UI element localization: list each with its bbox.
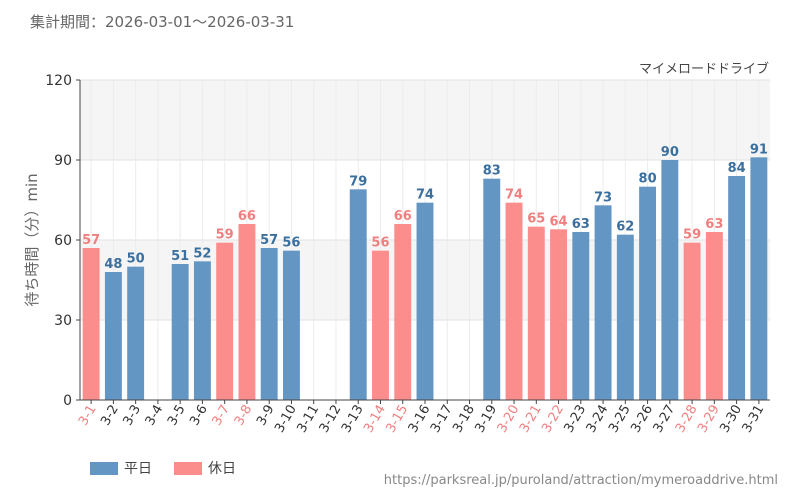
- bar-value-label-3-9: 57: [260, 233, 278, 248]
- bar-value-label-3-3: 50: [127, 252, 145, 267]
- legend-swatch-weekday: [90, 461, 118, 475]
- bar-value-label-3-14: 56: [371, 236, 389, 251]
- bar-value-label-3-6: 52: [193, 246, 211, 261]
- x-tick-label-3-6: 3-6: [187, 403, 211, 429]
- x-tick-label-3-28: 3-28: [673, 403, 701, 436]
- bar-3-3: [127, 266, 145, 400]
- bar-3-9: [260, 248, 278, 400]
- bar-3-27: [661, 160, 679, 400]
- x-tick-label-3-4: 3-4: [143, 403, 167, 429]
- x-tick-label-3-5: 3-5: [165, 403, 189, 429]
- legend-swatch-holiday: [174, 461, 202, 475]
- bar-value-label-3-19: 83: [483, 164, 501, 179]
- y-tick-label: 120: [45, 73, 72, 89]
- x-tick-label-3-12: 3-12: [317, 403, 345, 436]
- legend-label-holiday: 休日: [208, 461, 236, 477]
- bar-3-29: [705, 232, 723, 400]
- x-tick-label-3-15: 3-15: [383, 403, 411, 436]
- x-tick-label-3-23: 3-23: [562, 403, 590, 436]
- source-url: https://parksreal.jp/puroland/attraction…: [383, 473, 778, 488]
- x-tick-label-3-29: 3-29: [695, 403, 723, 436]
- y-tick-label: 60: [54, 233, 72, 249]
- bar-value-label-3-2: 48: [104, 257, 122, 272]
- x-tick-label-3-22: 3-22: [539, 403, 567, 436]
- bar-value-label-3-31: 91: [750, 142, 768, 157]
- bar-value-label-3-27: 90: [661, 145, 679, 160]
- x-tick-label-3-13: 3-13: [339, 403, 367, 436]
- legend-label-weekday: 平日: [124, 461, 152, 477]
- bar-value-label-3-30: 84: [728, 161, 746, 176]
- bar-value-label-3-20: 74: [505, 188, 523, 203]
- bar-3-5: [171, 264, 189, 400]
- x-tick-label-3-21: 3-21: [517, 403, 545, 436]
- legend: 平日 休日: [90, 458, 236, 478]
- bar-3-20: [505, 202, 523, 400]
- bar-value-label-3-8: 66: [238, 209, 256, 224]
- y-tick-label: 0: [63, 393, 72, 409]
- x-tick-label-3-2: 3-2: [98, 403, 122, 429]
- y-tick-label: 90: [54, 153, 72, 169]
- bar-value-label-3-5: 51: [171, 249, 189, 264]
- bar-3-8: [238, 224, 256, 400]
- bar-value-label-3-28: 59: [683, 228, 701, 243]
- bar-3-6: [193, 261, 211, 400]
- bar-3-10: [282, 250, 300, 400]
- y-axis-label: 待ち時間（分）min: [23, 173, 41, 306]
- bar-3-22: [550, 229, 568, 400]
- bar-value-label-3-22: 64: [550, 214, 568, 229]
- bar-3-31: [750, 157, 768, 400]
- x-tick-label-3-16: 3-16: [406, 403, 434, 436]
- bar-value-label-3-23: 63: [572, 217, 590, 232]
- x-tick-label-3-25: 3-25: [606, 403, 634, 436]
- bar-value-label-3-13: 79: [349, 174, 367, 189]
- x-tick-label-3-17: 3-17: [428, 403, 456, 436]
- bar-3-21: [527, 226, 545, 400]
- bar-3-30: [728, 176, 746, 400]
- x-tick-label-3-11: 3-11: [294, 403, 322, 436]
- period-label: 集計期間：2026-03-01～2026-03-31: [30, 13, 295, 31]
- bar-3-16: [416, 202, 434, 400]
- bar-value-label-3-21: 65: [527, 212, 545, 227]
- legend-item-weekday: 平日: [90, 458, 152, 478]
- x-tick-label-3-3: 3-3: [121, 403, 145, 429]
- bar-value-label-3-7: 59: [216, 228, 234, 243]
- bar-3-25: [616, 234, 634, 400]
- bar-3-1: [82, 248, 100, 400]
- bar-value-label-3-24: 73: [594, 190, 612, 205]
- x-tick-label-3-27: 3-27: [651, 403, 679, 436]
- bar-3-14: [372, 250, 389, 400]
- bar-3-15: [394, 224, 412, 400]
- bar-value-label-3-10: 56: [282, 236, 300, 251]
- bar-3-2: [104, 272, 122, 400]
- x-tick-label-3-8: 3-8: [232, 403, 256, 429]
- x-tick-label-3-31: 3-31: [740, 403, 768, 436]
- bar-value-label-3-29: 63: [705, 217, 723, 232]
- x-tick-label-3-18: 3-18: [450, 403, 478, 436]
- bar-3-19: [483, 178, 501, 400]
- x-tick-label-3-24: 3-24: [584, 403, 612, 436]
- x-tick-label-3-19: 3-19: [472, 403, 500, 436]
- x-tick-label-3-14: 3-14: [361, 403, 389, 436]
- chart-title: マイメロードドライブ: [639, 61, 769, 77]
- x-tick-label-3-30: 3-30: [717, 403, 745, 436]
- bar-3-26: [639, 186, 657, 400]
- x-tick-label-3-7: 3-7: [210, 403, 234, 429]
- x-tick-label-3-20: 3-20: [495, 403, 523, 436]
- bar-3-28: [683, 242, 701, 400]
- bar-value-label-3-16: 74: [416, 188, 434, 203]
- bar-value-label-3-26: 80: [639, 172, 657, 187]
- bar-value-label-3-1: 57: [82, 233, 100, 248]
- bar-value-label-3-15: 66: [394, 209, 412, 224]
- legend-item-holiday: 休日: [174, 458, 236, 478]
- bar-value-label-3-25: 62: [616, 220, 634, 235]
- x-tick-label-3-10: 3-10: [272, 403, 300, 436]
- bar-3-24: [594, 205, 612, 400]
- y-tick-label: 30: [54, 313, 72, 329]
- x-tick-label-3-1: 3-1: [76, 403, 100, 429]
- x-tick-label-3-26: 3-26: [628, 403, 656, 436]
- bar-3-13: [349, 189, 367, 400]
- bar-3-23: [572, 232, 590, 400]
- bar-3-7: [216, 242, 234, 400]
